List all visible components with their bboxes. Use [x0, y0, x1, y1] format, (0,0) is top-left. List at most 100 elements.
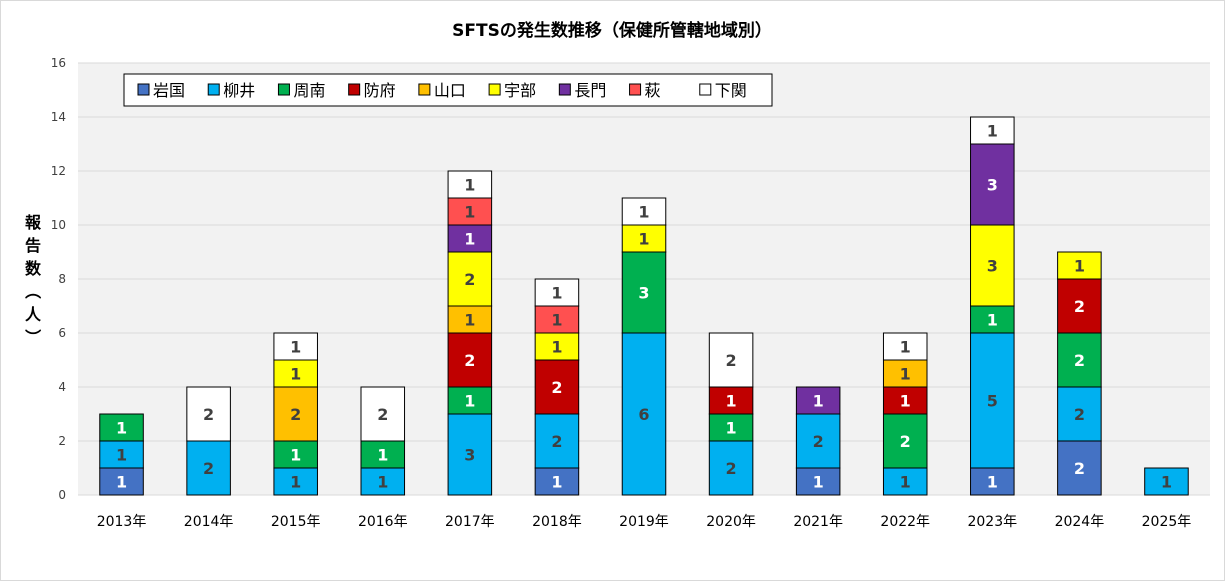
bar-segment	[1057, 278, 1102, 334]
legend-swatch	[348, 83, 361, 96]
bar-segment	[534, 305, 580, 334]
data-label: 1	[464, 176, 475, 195]
data-label: 1	[726, 392, 737, 411]
legend-swatch	[558, 83, 571, 96]
y-tick-label: 0	[58, 488, 66, 502]
data-label: 1	[116, 446, 127, 465]
x-tick-label: 2014年	[184, 514, 234, 530]
data-label: 1	[900, 365, 911, 384]
bar-segment	[882, 386, 928, 415]
legend-swatch	[488, 83, 501, 96]
bar-segment	[1057, 440, 1102, 496]
bar-segment	[447, 413, 493, 496]
data-label: 1	[551, 284, 562, 303]
data-label: 2	[1074, 459, 1085, 478]
y-tick-label: 8	[58, 272, 66, 286]
bar-segment	[882, 413, 928, 469]
legend-label: 周南	[293, 81, 325, 100]
y-tick-label: 10	[51, 218, 66, 232]
legend-box	[123, 73, 773, 107]
bar-segment	[534, 332, 580, 361]
data-label: 1	[900, 473, 911, 492]
data-label: 1	[290, 446, 301, 465]
bar-segment	[708, 413, 754, 442]
x-tick-label: 2020年	[706, 514, 756, 530]
legend: 岩国 柳井 周南 防府 山口 宇部 長門 萩 下関	[123, 73, 773, 107]
legend-label: 柳井	[223, 81, 255, 100]
bar-segment	[99, 413, 144, 442]
bar-segment	[621, 197, 667, 226]
y-tick-label: 4	[58, 380, 66, 394]
data-label: 1	[464, 230, 475, 249]
y-axis-label: 報告数 （ 人 ）	[23, 213, 42, 345]
legend-label: 岩国	[153, 81, 185, 100]
data-label: 1	[377, 473, 388, 492]
data-label: 1	[551, 338, 562, 357]
x-tick-label: 2019年	[619, 514, 669, 530]
data-label: 3	[638, 284, 649, 303]
y-tick-label: 2	[58, 434, 66, 448]
bar-segment	[1144, 467, 1189, 496]
x-tick-label: 2013年	[97, 514, 147, 530]
data-label: 2	[203, 459, 214, 478]
bar-segment	[970, 305, 1015, 334]
data-label: 3	[464, 446, 475, 465]
chart-title: SFTSの発生数推移（保健所管轄地域別）	[452, 20, 772, 41]
data-label: 2	[1074, 297, 1085, 316]
data-label: 1	[290, 338, 301, 357]
legend-swatch	[418, 83, 431, 96]
bar-segment	[621, 224, 667, 253]
data-label: 6	[638, 405, 649, 424]
y-tick-label: 16	[51, 56, 66, 70]
y-axis-label-char: 報	[25, 213, 42, 232]
bar-segment	[795, 467, 841, 496]
bar-segment	[882, 332, 928, 361]
data-label: 1	[116, 473, 127, 492]
data-label: 1	[638, 230, 649, 249]
y-axis-tick-labels: 0 2 4 6 8 10 12 14 16	[51, 56, 66, 502]
data-label: 1	[987, 473, 998, 492]
data-label: 2	[551, 378, 562, 397]
data-label: 1	[987, 311, 998, 330]
legend-swatch	[137, 83, 150, 96]
legend-label: 宇部	[504, 81, 536, 100]
bar-segment	[621, 251, 667, 334]
legend-swatch	[277, 83, 290, 96]
legend-swatch	[629, 83, 642, 96]
data-label: 1	[464, 311, 475, 330]
data-label: 2	[726, 459, 737, 478]
bar-segment	[273, 386, 318, 442]
x-tick-label: 2016年	[358, 514, 408, 530]
x-tick-label: 2018年	[532, 514, 582, 530]
x-axis-tick-labels: 2013年 2014年 2015年 2016年 2017年 2018年 2019年 2020年…	[97, 514, 1192, 530]
bar-segment	[534, 413, 580, 469]
y-tick-label: 6	[58, 326, 66, 340]
bar-segment	[447, 251, 493, 307]
data-label: 1	[900, 392, 911, 411]
bar-segment	[360, 440, 406, 469]
data-label: 1	[638, 203, 649, 222]
bar-segment	[534, 278, 580, 307]
y-axis-label-char: 人	[25, 305, 42, 324]
bar-segment	[534, 359, 580, 415]
data-label: 1	[377, 446, 388, 465]
data-label: 2	[726, 351, 737, 370]
bar-segment	[447, 170, 493, 199]
bar-segment	[970, 224, 1015, 307]
bar-segment	[708, 440, 754, 496]
data-label: 1	[464, 392, 475, 411]
bar-segment	[1057, 251, 1102, 280]
data-label: 3	[987, 176, 998, 195]
bar-segment	[795, 413, 841, 469]
bar-segment	[447, 224, 493, 253]
legend-label: 萩	[645, 81, 661, 100]
legend-label: 長門	[574, 81, 606, 100]
x-tick-label: 2023年	[967, 514, 1017, 530]
bar-segment	[360, 467, 406, 496]
data-label: 2	[551, 432, 562, 451]
bar-segment	[447, 332, 493, 388]
bar-segment	[708, 332, 754, 388]
data-label: 1	[813, 473, 824, 492]
bar-segment	[273, 332, 318, 361]
